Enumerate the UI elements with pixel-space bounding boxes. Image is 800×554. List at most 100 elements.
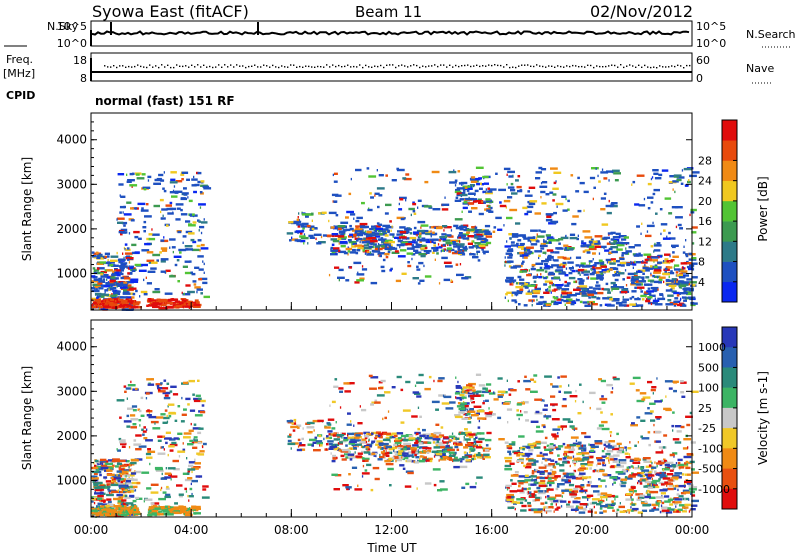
echo-cell (529, 200, 538, 203)
echo-cell (442, 238, 447, 241)
echo-cell (174, 263, 178, 267)
echo-cell (323, 437, 325, 441)
colorbar-tick-label: 16 (698, 215, 712, 228)
echo-cell (463, 405, 469, 408)
echo-cell (481, 228, 485, 232)
echo-cell (594, 511, 597, 514)
echo-cell (541, 243, 544, 246)
echo-cell (321, 211, 327, 214)
echo-cell (174, 502, 178, 505)
echo-cell (640, 290, 643, 293)
echo-cell (552, 193, 557, 196)
echo-cell (505, 260, 507, 263)
echo-cell (459, 263, 462, 266)
echo-cell (551, 433, 557, 436)
echo-cell (495, 172, 498, 175)
echo-cell (405, 380, 411, 384)
echo-cell (527, 236, 536, 239)
echo-cell (124, 509, 126, 512)
echo-cell (91, 508, 98, 511)
echo-cell (460, 192, 466, 195)
echo-cell (453, 245, 461, 248)
echo-cell (592, 287, 601, 290)
echo-cell (629, 490, 637, 493)
echo-cell (476, 432, 485, 435)
echo-cell (656, 242, 661, 245)
echo-cell (162, 391, 171, 395)
echo-cell (144, 242, 151, 246)
echo-cell (94, 269, 100, 272)
echo-cell (634, 260, 636, 264)
echo-cell (669, 254, 671, 258)
echo-cell (597, 174, 599, 178)
echo-cell (345, 444, 348, 447)
echo-cell (93, 302, 97, 305)
nave-dot (419, 66, 421, 69)
nave-dot (428, 65, 430, 67)
echo-cell (582, 508, 587, 511)
echo-cell (440, 426, 444, 429)
nave-dot (290, 64, 292, 66)
echo-cell (498, 188, 506, 192)
echo-cell (470, 449, 475, 452)
echo-cell (466, 384, 473, 387)
echo-cell (349, 440, 357, 443)
echo-cell (450, 248, 455, 252)
echo-cell (198, 229, 200, 232)
y-tick-label: 2000 (56, 222, 87, 236)
echo-cell (547, 474, 549, 478)
echo-cell (545, 234, 551, 237)
echo-cell (347, 412, 351, 415)
echo-cell (130, 490, 134, 493)
echo-cell (332, 200, 334, 203)
echo-cell (165, 467, 167, 470)
echo-cell (469, 390, 472, 393)
echo-cell (573, 280, 578, 284)
echo-cell (143, 230, 146, 233)
nave-dot (161, 64, 163, 66)
echo-cell (160, 304, 162, 308)
echo-cell (188, 499, 190, 502)
echo-cell (638, 204, 646, 207)
echo-cell (346, 210, 354, 214)
echo-cell (393, 449, 395, 452)
echo-cell (290, 425, 298, 429)
echo-cell (572, 460, 577, 464)
echo-cell (654, 264, 658, 267)
echo-cell (550, 167, 558, 170)
echo-cell (689, 265, 691, 269)
echo-cell (543, 464, 552, 467)
echo-cell (626, 263, 631, 267)
echo-cell (530, 378, 534, 381)
echo-cell (368, 445, 372, 448)
echo-cell (416, 381, 424, 384)
echo-cell (534, 286, 537, 289)
echo-cell (456, 448, 460, 451)
echo-cell (455, 385, 461, 388)
nave-dot (602, 66, 604, 68)
echo-cell (542, 181, 548, 184)
echo-cell (521, 262, 524, 265)
echo-cell (193, 438, 195, 441)
echo-cell (192, 427, 201, 430)
echo-cell (596, 276, 603, 279)
echo-cell (384, 459, 391, 463)
echo-cell (120, 281, 126, 285)
echo-cell (607, 297, 611, 300)
echo-cell (463, 451, 467, 454)
echo-cell (184, 305, 193, 308)
echo-cell (553, 499, 559, 503)
colorbar-segment (722, 261, 737, 283)
echo-cell (183, 513, 186, 516)
echo-cell (691, 171, 700, 174)
echo-cell (352, 235, 354, 239)
echo-cell (377, 238, 381, 241)
echo-cell (286, 232, 294, 235)
echo-cell (599, 495, 608, 499)
nave-dot (494, 64, 496, 66)
echo-cell (600, 505, 608, 508)
echo-cell (484, 239, 489, 242)
echo-cell (529, 239, 538, 242)
echo-cell (168, 306, 174, 309)
echo-cell (199, 191, 203, 194)
